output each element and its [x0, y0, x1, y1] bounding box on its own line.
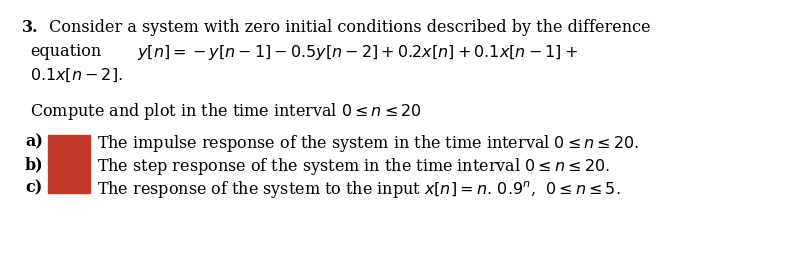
Text: Consider a system with zero initial conditions described by the difference: Consider a system with zero initial cond… [44, 19, 650, 36]
Text: The step response of the system in the time interval $0 \leq n \leq 20.$: The step response of the system in the t… [97, 156, 610, 177]
Bar [48, 135, 90, 193]
Text: 3.: 3. [22, 19, 39, 36]
Text: c): c) [25, 179, 42, 196]
Text: a): a) [25, 133, 43, 150]
Text: $y[n] = -y[n-1] - 0.5y[n-2] + 0.2x[n] + 0.1x[n-1] +$: $y[n] = -y[n-1] - 0.5y[n-2] + 0.2x[n] + … [137, 43, 578, 62]
Text: The impulse response of the system in the time interval $0 \leq n \leq 20.$: The impulse response of the system in th… [97, 133, 639, 154]
Text: b): b) [25, 156, 44, 173]
Text: The response of the system to the input $x[n] = n.\,0.9^n$,  $0 \leq n \leq 5.$: The response of the system to the input … [97, 179, 620, 200]
Text: $0.1x[n-2].$: $0.1x[n-2].$ [30, 67, 123, 84]
Text: Compute and plot in the time interval $0 \leq n \leq 20$: Compute and plot in the time interval $0… [30, 101, 422, 122]
Text: equation: equation [30, 43, 101, 60]
